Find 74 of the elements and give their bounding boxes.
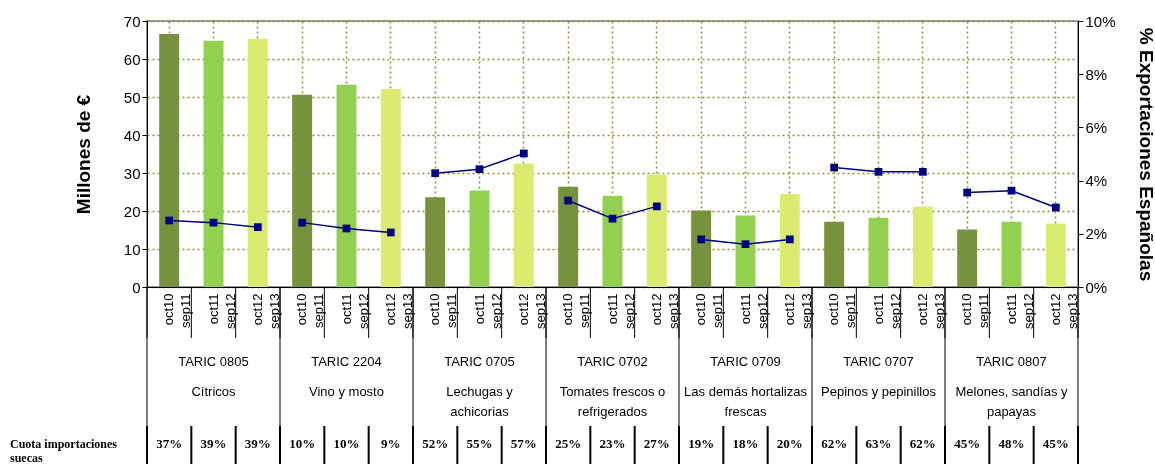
y-tick-label: 30	[123, 164, 141, 182]
bar	[425, 197, 446, 287]
bar	[336, 84, 357, 287]
text: TARIC 0707	[843, 354, 914, 369]
bar	[247, 38, 268, 287]
bar	[735, 215, 756, 287]
text: 23%	[599, 436, 626, 451]
bar	[380, 89, 401, 287]
y2-tick-label: 0%	[1085, 278, 1108, 296]
y-tick-label: 70	[123, 12, 141, 30]
bar	[558, 186, 579, 287]
text: 10%	[289, 436, 316, 451]
text: TARIC 2204	[311, 354, 382, 369]
bar	[824, 221, 845, 287]
y2-tick-label: 10%	[1085, 12, 1116, 30]
bar	[868, 217, 889, 287]
bar	[691, 210, 712, 287]
bar	[957, 229, 978, 287]
text: 18%	[732, 436, 759, 451]
bar	[646, 174, 667, 287]
y-tick-label: 10	[123, 240, 141, 258]
bar	[1001, 221, 1022, 287]
text: 52%	[422, 436, 449, 451]
y2-axis-title: % Exportaciones Españolas	[1135, 27, 1155, 282]
bar	[602, 195, 623, 287]
bar	[912, 206, 933, 287]
y-tick-label: 40	[123, 126, 141, 144]
text: 20%	[776, 436, 803, 451]
text: 39%	[244, 436, 271, 451]
text: TARIC 0705	[444, 354, 515, 369]
bar	[159, 33, 180, 287]
text: Cuota importaciones suecas	[10, 437, 118, 465]
text: 63%	[865, 436, 892, 451]
text: 27%	[643, 436, 670, 451]
y2-tick-label: 2%	[1085, 225, 1108, 243]
text: 48%	[998, 436, 1025, 451]
text: Las demás hortalizas frescas	[684, 384, 808, 419]
bar	[513, 163, 534, 287]
text: 57%	[510, 436, 537, 451]
y2-tick-label: 6%	[1085, 118, 1108, 136]
text: 39%	[200, 436, 227, 451]
y-tick-label: 20	[123, 202, 141, 220]
text: 10%	[333, 436, 360, 451]
text: Melones, sandías y papayas	[955, 384, 1068, 419]
bar	[1045, 223, 1066, 287]
bar	[779, 193, 800, 287]
text: Lechugas y achicorias	[446, 384, 514, 419]
x-tick-label: oct10 sep11	[161, 293, 194, 328]
bar	[469, 190, 490, 287]
text: 9%	[381, 436, 401, 451]
text: TARIC 0807	[976, 354, 1047, 369]
text: Pepinos y pepinillos	[821, 384, 937, 399]
text: TARIC 0702	[577, 354, 648, 369]
y-axis-title: Millones de €	[72, 94, 94, 215]
text: Cítricos	[191, 384, 237, 399]
y-tick-label: 50	[123, 88, 141, 106]
text: TARIC 0805	[178, 354, 249, 369]
text: 19%	[688, 436, 715, 451]
text: 45%	[954, 436, 981, 451]
text: TARIC 0709	[710, 354, 781, 369]
y2-tick-label: 4%	[1085, 172, 1108, 190]
text: Vino y mosto	[309, 384, 384, 399]
bar	[203, 40, 224, 287]
text: 25%	[555, 436, 582, 451]
y-tick-label: 60	[123, 50, 141, 68]
text: 37%	[156, 436, 183, 451]
y2-tick-label: 8%	[1085, 65, 1108, 83]
text: 45%	[1042, 436, 1069, 451]
text: 55%	[466, 436, 493, 451]
text: Tomates frescos o refrigerados	[559, 384, 666, 419]
bar	[292, 94, 313, 287]
text: 62%	[821, 436, 848, 451]
y-tick-label: 0	[132, 278, 141, 296]
text: 62%	[909, 436, 936, 451]
